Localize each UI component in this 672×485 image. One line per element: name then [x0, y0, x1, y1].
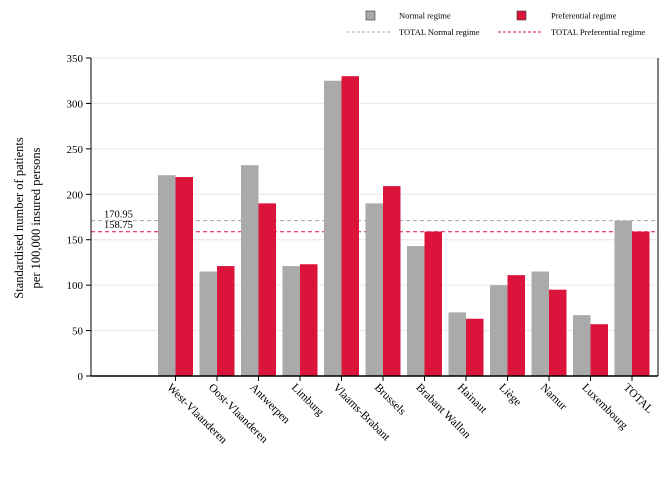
y-tick-label: 250 [67, 144, 84, 156]
y-tick-label: 200 [67, 189, 84, 201]
bar-preferential [217, 266, 235, 376]
reference-line-label: 158.75 [104, 220, 133, 231]
x-tick-label: TOTAL [621, 382, 655, 416]
legend-swatch-normal [365, 10, 376, 21]
bar-normal [282, 266, 300, 376]
y-tick-label: 350 [67, 53, 84, 65]
bar-preferential [590, 324, 608, 376]
legend-swatch-preferential [516, 10, 527, 21]
bar-normal [241, 165, 259, 376]
bar-preferential [300, 264, 318, 376]
bar-preferential [383, 186, 401, 376]
legend-label-normal: Normal regime [399, 11, 451, 21]
x-tick-label: Namur [538, 382, 569, 413]
x-tick-label: Hainaut [455, 382, 490, 417]
legend-label-total-preferential: TOTAL Preferential regime [551, 27, 645, 37]
bar-normal [324, 80, 342, 376]
bar-normal [365, 203, 383, 376]
bars [158, 76, 650, 377]
legend-label-preferential: Preferential regime [551, 11, 617, 21]
y-axis-title-line-1: Standardised number of patients [12, 137, 26, 299]
y-axis-ticks: 0 50 100 150 200 250 300 350 [67, 53, 91, 383]
bar-preferential [466, 318, 484, 376]
y-tick-label: 300 [67, 98, 84, 110]
y-tick-label: 150 [67, 235, 84, 247]
bar-normal [573, 315, 591, 376]
y-tick-label: 100 [67, 280, 84, 292]
bar-preferential [175, 177, 193, 376]
x-tick-label: Liège [496, 382, 523, 409]
bar-normal [448, 312, 466, 376]
bar-preferential [549, 289, 567, 376]
bar-preferential [341, 76, 359, 377]
y-tick-label: 50 [72, 326, 84, 338]
y-axis-title-line-2: per 100,000 insured persons [29, 147, 43, 288]
bar-preferential [632, 231, 650, 376]
bar-normal [158, 175, 176, 376]
x-tick-label: Antwerpen [247, 382, 292, 427]
y-tick-label: 0 [78, 371, 84, 383]
x-tick-label: Brussels [372, 382, 408, 418]
bar-normal [199, 271, 217, 376]
bar-preferential [424, 231, 442, 376]
bar-normal [490, 285, 508, 376]
legend: Normal regime Preferential regime TOTAL … [347, 10, 645, 37]
bar-normal [614, 220, 632, 376]
legend-label-total-normal: TOTAL Normal regime [399, 27, 480, 37]
axes [90, 58, 659, 377]
bar-preferential [507, 275, 525, 376]
bar-preferential [258, 203, 276, 376]
x-tick-label: Limburg [289, 382, 326, 419]
x-axis-ticks: West-VlaanderenOost-VlaanderenAntwerpenL… [164, 376, 655, 447]
bar-normal [407, 246, 425, 376]
reference-line-label: 170.95 [104, 210, 133, 221]
bar-normal [531, 271, 549, 376]
